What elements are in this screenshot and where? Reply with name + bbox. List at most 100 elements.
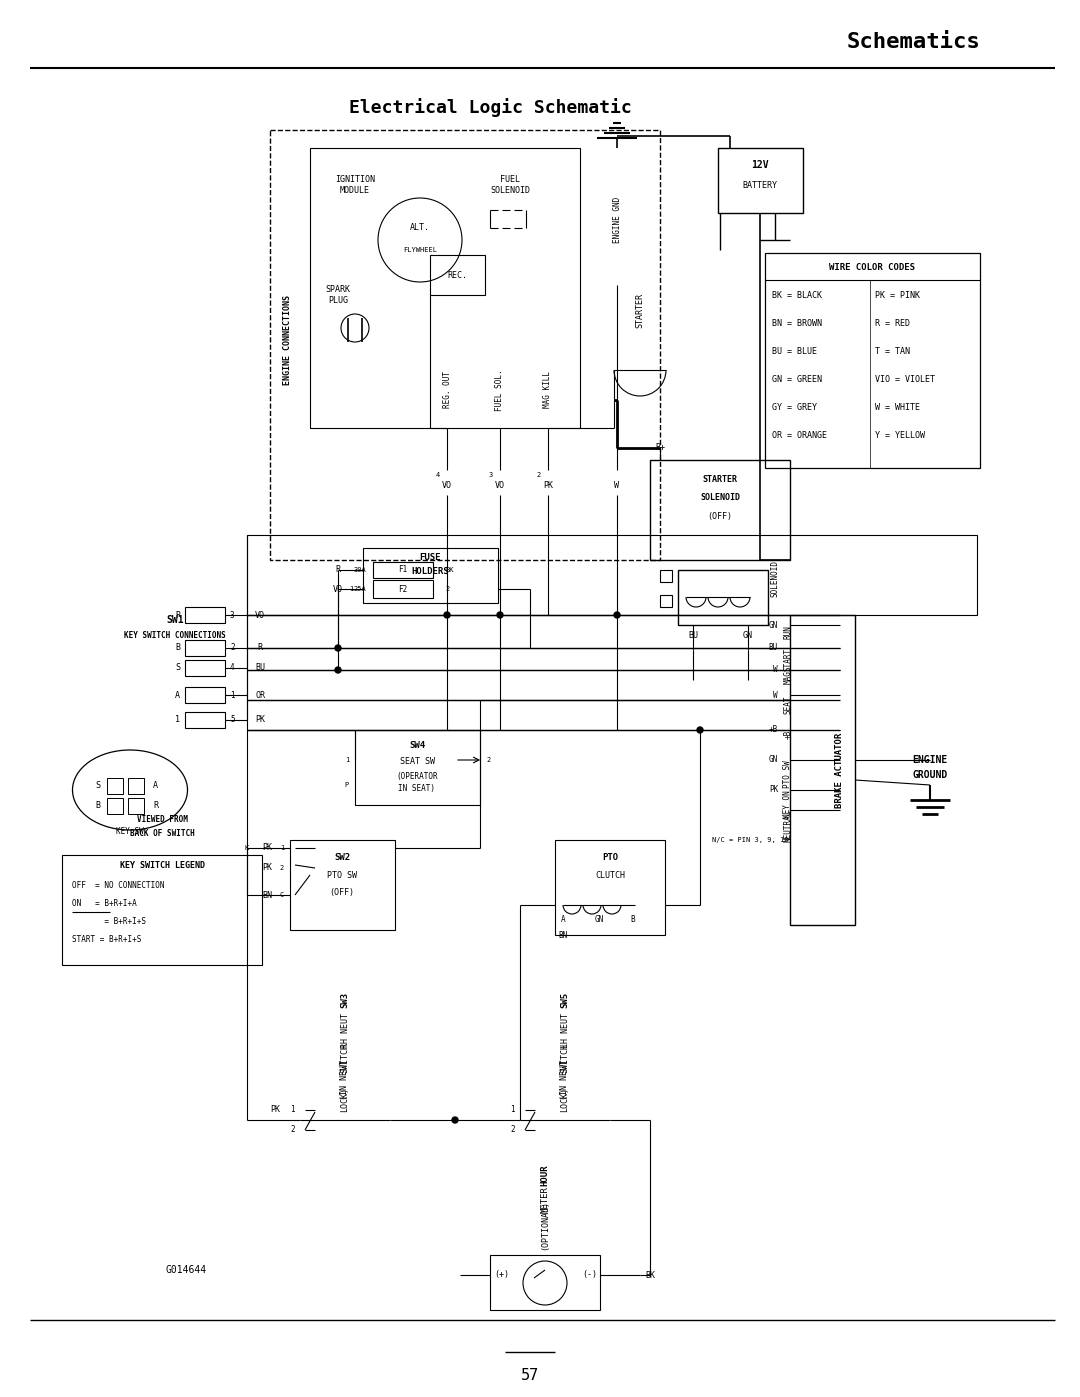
Text: VO: VO — [255, 610, 265, 619]
Text: 1: 1 — [511, 1105, 515, 1115]
Bar — [373, 580, 433, 598]
Text: ALT.: ALT. — [410, 224, 430, 232]
Text: SOLENOID: SOLENOID — [770, 560, 780, 597]
Text: +B: +B — [769, 725, 778, 735]
Text: START = B+R+I+S: START = B+R+I+S — [72, 936, 141, 944]
Text: 25A: 25A — [353, 585, 366, 592]
Text: GN: GN — [594, 915, 604, 925]
Text: F2: F2 — [399, 584, 407, 594]
Text: 1: 1 — [175, 715, 180, 725]
Text: R: R — [153, 802, 158, 810]
Bar — [765, 253, 980, 468]
Bar — [650, 460, 789, 560]
Bar — [107, 798, 123, 814]
Text: 2: 2 — [291, 1126, 295, 1134]
Text: SW1: SW1 — [166, 615, 184, 624]
Circle shape — [615, 612, 620, 617]
Bar — [185, 608, 225, 623]
Text: LH NEUT: LH NEUT — [561, 1013, 569, 1048]
Text: BN: BN — [558, 930, 568, 940]
Text: GN: GN — [769, 620, 778, 630]
Bar — [185, 712, 225, 728]
Text: 3: 3 — [489, 472, 492, 478]
Text: OFF  = NO CONNECTION: OFF = NO CONNECTION — [72, 880, 164, 890]
Text: OR: OR — [255, 690, 265, 700]
Bar — [430, 256, 485, 295]
Text: GN: GN — [743, 631, 753, 640]
Text: R: R — [257, 644, 262, 652]
Text: BRAKE ACTUATOR: BRAKE ACTUATOR — [836, 732, 845, 807]
Text: REG. OUT: REG. OUT — [443, 372, 451, 408]
Text: Schematics: Schematics — [847, 32, 980, 52]
Text: C: C — [280, 893, 284, 898]
Bar — [718, 148, 804, 212]
Text: KEY SWITCH LEGEND: KEY SWITCH LEGEND — [120, 861, 204, 869]
Text: BN = BROWN: BN = BROWN — [772, 320, 822, 328]
Text: (-): (-) — [582, 1270, 597, 1280]
Text: KEY ON: KEY ON — [783, 789, 793, 817]
Bar — [107, 778, 123, 793]
Bar — [270, 130, 660, 560]
Text: 2: 2 — [511, 1126, 515, 1134]
Text: PTO SW: PTO SW — [327, 870, 357, 880]
Text: G014644: G014644 — [165, 1266, 206, 1275]
Text: BK: BK — [445, 567, 454, 573]
Text: FUSE: FUSE — [419, 553, 441, 563]
Text: VO: VO — [442, 481, 453, 489]
Text: STARTER: STARTER — [702, 475, 738, 485]
Text: F1: F1 — [399, 566, 407, 574]
Bar — [363, 548, 498, 604]
Text: KEY SW: KEY SW — [117, 827, 144, 837]
Text: GY = GREY: GY = GREY — [772, 404, 816, 412]
Text: (IN NEUT: (IN NEUT — [340, 1060, 350, 1099]
Text: W: W — [773, 690, 778, 700]
Text: A: A — [175, 690, 180, 700]
Text: B: B — [631, 915, 635, 925]
Text: FUEL SOL.: FUEL SOL. — [496, 369, 504, 411]
Text: SOLENOID: SOLENOID — [700, 493, 740, 503]
Circle shape — [453, 1118, 458, 1123]
Text: SW5: SW5 — [561, 992, 569, 1009]
Text: B: B — [95, 802, 100, 810]
Bar — [185, 659, 225, 676]
Text: (OPTIONAL): (OPTIONAL) — [540, 1200, 550, 1250]
Bar — [129, 778, 144, 793]
Text: S: S — [95, 781, 100, 791]
Circle shape — [697, 726, 703, 733]
Text: HOUR: HOUR — [540, 1164, 550, 1186]
Text: S: S — [175, 664, 180, 672]
Text: PK: PK — [255, 715, 265, 725]
Text: START: START — [783, 648, 793, 671]
Text: PTO SW: PTO SW — [783, 760, 793, 788]
Text: SWITCH: SWITCH — [340, 1044, 350, 1073]
Bar — [555, 840, 665, 935]
Text: REC.: REC. — [447, 271, 467, 279]
Text: SW4: SW4 — [409, 740, 426, 750]
Text: W = WHITE: W = WHITE — [875, 404, 920, 412]
Text: KEY SWITCH CONNECTIONS: KEY SWITCH CONNECTIONS — [124, 631, 226, 640]
Text: 1: 1 — [230, 690, 234, 700]
Text: IGNITION
MODULE: IGNITION MODULE — [335, 175, 375, 194]
Text: A: A — [153, 781, 158, 791]
Text: VIO = VIOLET: VIO = VIOLET — [875, 376, 935, 384]
Bar — [62, 855, 262, 965]
Text: MAG KILL: MAG KILL — [543, 372, 553, 408]
Text: N/C = PIN 3, 9, 10: N/C = PIN 3, 9, 10 — [712, 837, 788, 842]
Text: 30A: 30A — [353, 567, 366, 573]
Circle shape — [497, 612, 503, 617]
Circle shape — [335, 666, 341, 673]
Text: FLYWHEEL: FLYWHEEL — [403, 247, 437, 253]
Text: PTO: PTO — [602, 854, 618, 862]
Text: PK: PK — [262, 844, 272, 852]
Bar — [490, 1255, 600, 1310]
Text: BU: BU — [769, 644, 778, 652]
Text: SEAT SW: SEAT SW — [400, 757, 434, 767]
Text: LOCK): LOCK) — [340, 1087, 350, 1112]
Text: GN: GN — [769, 756, 778, 764]
Text: SEAT: SEAT — [783, 694, 793, 714]
Text: 2: 2 — [445, 585, 449, 592]
Text: B: B — [175, 644, 180, 652]
Bar — [678, 570, 768, 624]
Circle shape — [335, 645, 341, 651]
Text: (OFF): (OFF) — [329, 887, 354, 897]
